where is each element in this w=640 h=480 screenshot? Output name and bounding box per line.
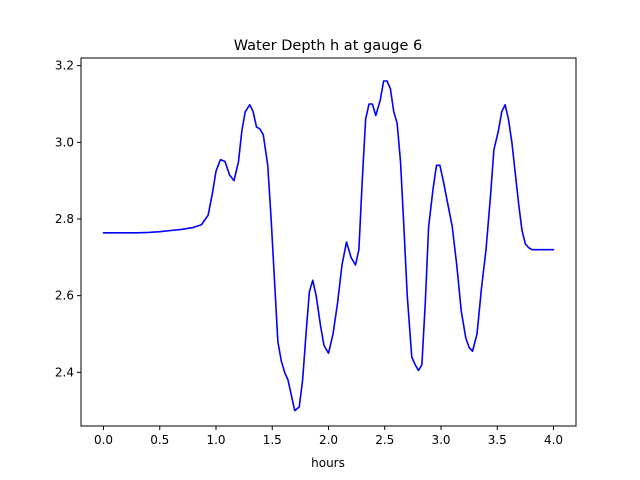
x-tick-label: 4.0: [544, 433, 563, 447]
y-tick-label: 2.4: [55, 365, 74, 379]
x-tick-label: 0.5: [150, 433, 169, 447]
x-tick-label: 1.5: [263, 433, 282, 447]
x-tick-label: 3.5: [488, 433, 507, 447]
chart-title: Water Depth h at gauge 6: [234, 38, 422, 54]
x-tick-label: 2.0: [319, 433, 338, 447]
x-tick-label: 3.0: [431, 433, 450, 447]
x-tick-label: 0.0: [94, 433, 113, 447]
y-tick-label: 2.8: [55, 212, 74, 226]
x-tick-label: 1.0: [206, 433, 225, 447]
plot-area: 0.0 0.5 1.0 1.5 2.0 2.5 3.0 3.5 4.0 2.4 2.6 2.8 3.0 3…: [55, 57, 577, 447]
y-tick-label: 3.0: [55, 135, 74, 149]
x-tick-label: 2.5: [375, 433, 394, 447]
y-tick-label: 3.2: [55, 59, 74, 73]
y-tick-label: 2.6: [55, 289, 74, 303]
series-line-0: [102, 80, 555, 412]
x-axis-label: hours: [311, 456, 345, 470]
